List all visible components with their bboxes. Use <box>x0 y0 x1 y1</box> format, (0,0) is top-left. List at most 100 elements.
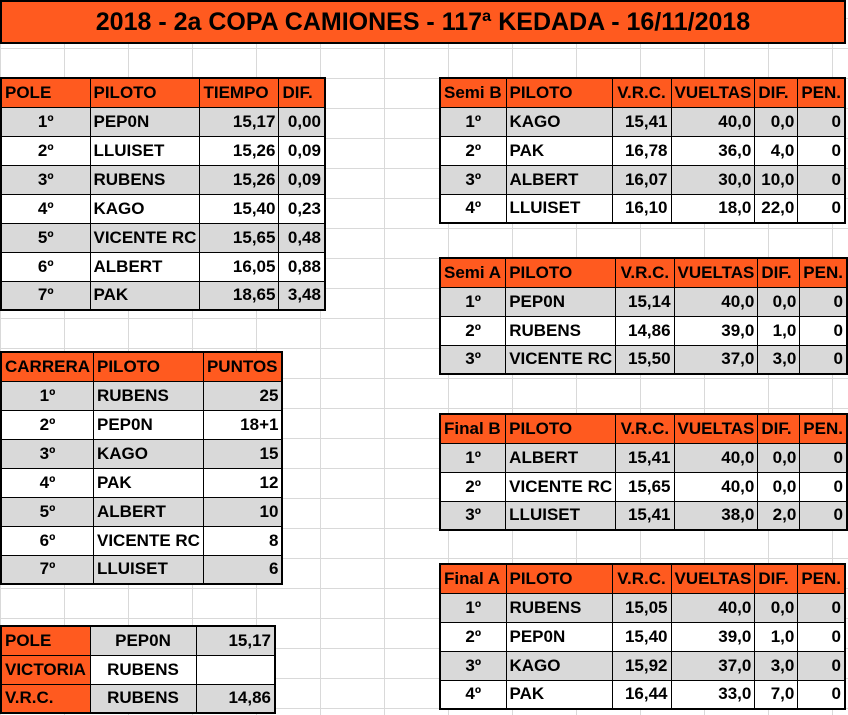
header-row: CARRERA PILOTO PUNTOS <box>0 351 283 382</box>
column-header: VUELTAS <box>670 77 756 108</box>
summary-cell: POLE <box>0 625 91 656</box>
table-cell: 4º <box>0 193 91 224</box>
table-cell: 22,0 <box>754 193 799 224</box>
table-cell: KAGO <box>505 650 613 681</box>
table-cell: KAGO <box>93 438 204 469</box>
table-cell: 16,78 <box>611 135 672 166</box>
table-row: 2º RUBENS 14,86 39,0 1,0 0 <box>439 315 848 346</box>
column-header: PILOTO <box>505 257 617 288</box>
table-cell: 0,88 <box>278 251 326 282</box>
table-cell: RUBENS <box>505 315 617 346</box>
table-cell: 2º <box>0 135 91 166</box>
table-cell: 0,00 <box>278 106 326 137</box>
table-cell: 37,0 <box>670 650 756 681</box>
header-row: Final B PILOTO V.R.C. VUELTAS DIF. PEN. <box>439 413 848 444</box>
column-header: Semi B <box>439 77 507 108</box>
table-cell: VICENTE RC <box>89 222 201 253</box>
table-row: 5º VICENTE RC 15,65 0,48 <box>0 222 326 253</box>
semi-b-table: Semi B PILOTO V.R.C. VUELTAS DIF. PEN. 1º KAGO 1… <box>439 77 847 224</box>
table-cell: 0,0 <box>757 442 801 473</box>
table-cell: 33,0 <box>670 679 756 710</box>
table-cell: 0 <box>797 679 846 710</box>
table-cell: 0 <box>799 344 848 375</box>
table-cell: PEP0N <box>89 106 201 137</box>
table-cell: 5º <box>0 222 91 253</box>
table-row: 1º ALBERT 15,41 40,0 0,0 0 <box>439 442 848 473</box>
table-cell: 0,09 <box>278 164 326 195</box>
table-row: 3º ALBERT 16,07 30,0 10,0 0 <box>439 164 846 195</box>
column-header: PILOTO <box>505 413 617 444</box>
table-cell: ALBERT <box>93 496 204 527</box>
table-cell: 3º <box>439 344 507 375</box>
table-cell: 0 <box>797 164 846 195</box>
table-row: 1º RUBENS 15,05 40,0 0,0 0 <box>439 592 846 623</box>
table-cell: ALBERT <box>505 164 613 195</box>
column-header: VUELTAS <box>670 563 756 594</box>
header-row: POLE PILOTO TIEMPO DIF. <box>0 77 326 108</box>
table-cell: 0,48 <box>278 222 326 253</box>
table-cell: 2º <box>439 315 507 346</box>
table-cell: 3º <box>439 650 507 681</box>
table-cell: LLUISET <box>505 193 613 224</box>
table-row: 2º VICENTE RC 15,65 40,0 0,0 0 <box>439 471 848 502</box>
table-cell: 7,0 <box>754 679 799 710</box>
table-cell: 0 <box>799 315 848 346</box>
column-header: PILOTO <box>505 563 613 594</box>
table-cell: 3º <box>0 164 91 195</box>
table-row: 3º LLUISET 15,41 38,0 2,0 0 <box>439 500 848 531</box>
table-cell: 1,0 <box>757 315 801 346</box>
column-header: DIF. <box>757 413 801 444</box>
table-cell: 6º <box>0 251 91 282</box>
table-cell: 0 <box>799 442 848 473</box>
table-row: 3º RUBENS 15,26 0,09 <box>0 164 326 195</box>
table-cell: RUBENS <box>505 592 613 623</box>
column-header: Final A <box>439 563 507 594</box>
table-cell: 0,0 <box>754 106 799 137</box>
table-cell: 15,50 <box>615 344 675 375</box>
column-header: PILOTO <box>93 351 204 382</box>
table-cell: PAK <box>505 679 613 710</box>
column-header: PILOTO <box>505 77 613 108</box>
table-cell: 1º <box>439 442 507 473</box>
table-cell: LLUISET <box>505 500 617 531</box>
summary-cell: RUBENS <box>89 654 197 685</box>
table-cell: 0 <box>797 621 846 652</box>
table-cell: 1º <box>439 286 507 317</box>
column-header: PEN. <box>797 563 846 594</box>
table-row: 7º PAK 18,65 3,48 <box>0 280 326 311</box>
summary-row: POLE PEP0N 15,17 <box>0 625 276 656</box>
table-cell: 16,44 <box>611 679 672 710</box>
table-row: 2º PAK 16,78 36,0 4,0 0 <box>439 135 846 166</box>
table-cell: ALBERT <box>89 251 201 282</box>
summary-cell <box>195 654 276 685</box>
table-cell: 0 <box>797 650 846 681</box>
table-row: 4º PAK 12 <box>0 467 283 498</box>
table-cell: 4,0 <box>754 135 799 166</box>
table-cell: VICENTE RC <box>505 471 617 502</box>
table-cell: 10,0 <box>754 164 799 195</box>
table-cell: VICENTE RC <box>505 344 617 375</box>
table-cell: 4º <box>0 467 94 498</box>
table-cell: 37,0 <box>673 344 759 375</box>
table-cell: 15,65 <box>615 471 675 502</box>
final-b-table: Final B PILOTO V.R.C. VUELTAS DIF. PEN. 1º ALBE… <box>439 413 848 531</box>
table-row: 2º LLUISET 15,26 0,09 <box>0 135 326 166</box>
table-cell: 2º <box>439 471 507 502</box>
table-cell: 1º <box>0 106 91 137</box>
summary-cell: VICTORIA <box>0 654 91 685</box>
table-cell: PAK <box>505 135 613 166</box>
table-row: 4º LLUISET 16,10 18,0 22,0 0 <box>439 193 846 224</box>
column-header: PEN. <box>797 77 846 108</box>
summary-row: V.R.C. RUBENS 14,86 <box>0 683 276 714</box>
table-cell: 15,40 <box>611 621 672 652</box>
table-cell: 1º <box>439 592 507 623</box>
table-cell: 14,86 <box>615 315 675 346</box>
table-cell: 15,41 <box>615 442 675 473</box>
table-cell: 0,23 <box>278 193 326 224</box>
table-cell: 5º <box>0 496 94 527</box>
table-cell: 6º <box>0 525 94 556</box>
column-header: VUELTAS <box>673 413 759 444</box>
table-cell: 15 <box>202 438 283 469</box>
table-cell: 15,05 <box>611 592 672 623</box>
table-cell: 7º <box>0 280 91 311</box>
